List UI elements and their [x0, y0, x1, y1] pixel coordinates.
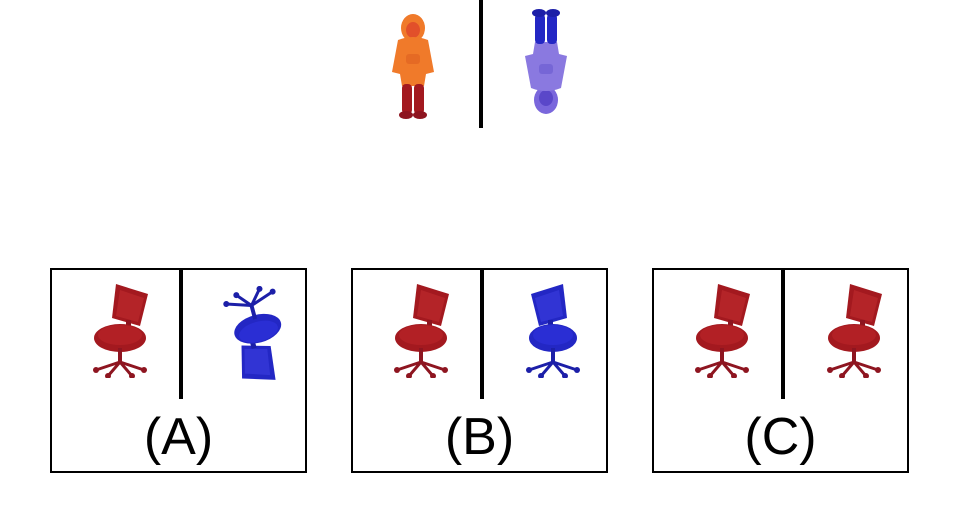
option-a-label: (A) — [143, 408, 214, 466]
option-a[interactable]: (A) — [50, 268, 307, 473]
option-b-label: (B) — [444, 408, 515, 466]
option-c-label: (C) — [744, 408, 817, 466]
chair-red-icon — [695, 284, 750, 378]
option-b-divider — [480, 270, 484, 399]
option-b[interactable]: (B) — [351, 268, 608, 473]
chair-blue-flipped-icon — [223, 286, 282, 380]
chair-red-icon — [93, 284, 148, 378]
chair-red-icon — [394, 284, 449, 378]
chair-red-icon — [827, 284, 882, 378]
option-c[interactable]: (C) — [652, 268, 909, 473]
option-c-divider — [781, 270, 785, 399]
person-purple-upside-down-icon — [525, 9, 567, 114]
option-a-divider — [179, 270, 183, 399]
chair-blue-upright-icon — [526, 284, 580, 378]
person-orange-icon — [392, 14, 434, 119]
reference-divider — [479, 0, 483, 128]
